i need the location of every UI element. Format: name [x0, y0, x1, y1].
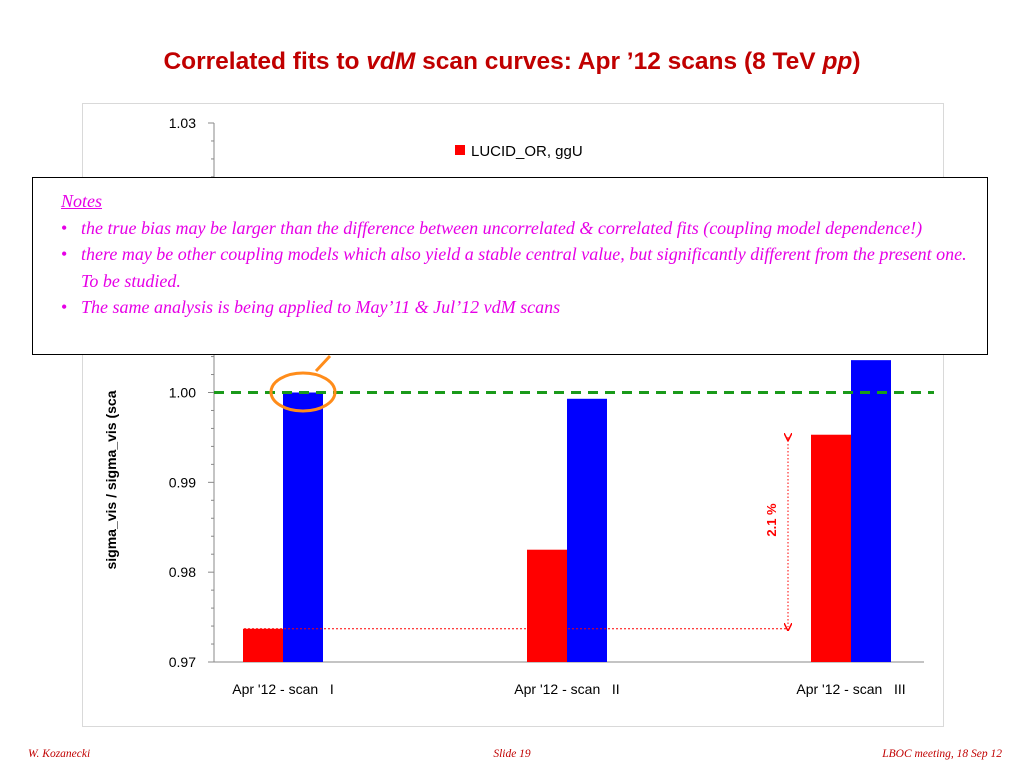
notes-list: the true bias may be larger than the dif…	[61, 215, 973, 321]
y-tick-label: 0.98	[169, 564, 196, 580]
title-part-4: pp	[822, 48, 853, 75]
notes-item-2: there may be other coupling models which…	[61, 241, 973, 294]
x-tick-label: Apr '12 - scan III	[796, 681, 905, 697]
highlight-callout	[269, 354, 337, 413]
notes-item-3: The same analysis is being applied to Ma…	[61, 294, 973, 321]
title-part-5: )	[852, 48, 861, 75]
x-tick-label: Apr '12 - scan II	[514, 681, 619, 697]
y-axis-label: sigma_vis / sigma_vis (sca	[103, 390, 119, 569]
bar-red-1	[243, 628, 283, 662]
title-part-3: scan curves: Apr ’12 scans (8 TeV	[415, 48, 823, 75]
y-tick-label: 1.00	[169, 385, 196, 401]
notes-item-1: the true bias may be larger than the dif…	[61, 215, 973, 242]
bar-blue-1	[283, 392, 323, 662]
footer-meeting: LBOC meeting, 18 Sep 12	[882, 748, 1002, 760]
annotation-text: 2.1 %	[764, 503, 779, 537]
legend-label: LUCID_OR, ggU	[471, 143, 583, 160]
bar-blue-2	[567, 398, 607, 662]
title-part-2: vdM	[366, 48, 416, 75]
bar-blue-3	[851, 360, 891, 662]
legend: LUCID_OR, ggU	[455, 143, 583, 160]
legend-swatch-red	[455, 145, 465, 155]
x-tick-label: Apr '12 - scan I	[232, 681, 334, 697]
percent-annotation: 2.1 %	[764, 437, 788, 627]
y-tick-label: 0.97	[169, 654, 196, 670]
footer-author: W. Kozanecki	[28, 748, 91, 760]
slide-title: Correlated fits to vdM scan curves: Apr …	[0, 46, 1024, 78]
footer-slide-number: Slide 19	[493, 748, 531, 760]
highlight-ellipse	[269, 371, 337, 413]
notes-box: Notes the true bias may be larger than t…	[32, 177, 988, 355]
callout-arrow-stem	[314, 354, 332, 373]
bar-red-2	[527, 549, 567, 662]
bar-red-3	[811, 434, 851, 662]
notes-title: Notes	[61, 191, 103, 211]
y-tick-label: 1.03	[169, 115, 196, 131]
title-part-1: Correlated fits to	[163, 48, 367, 75]
y-tick-label: 0.99	[169, 474, 196, 490]
